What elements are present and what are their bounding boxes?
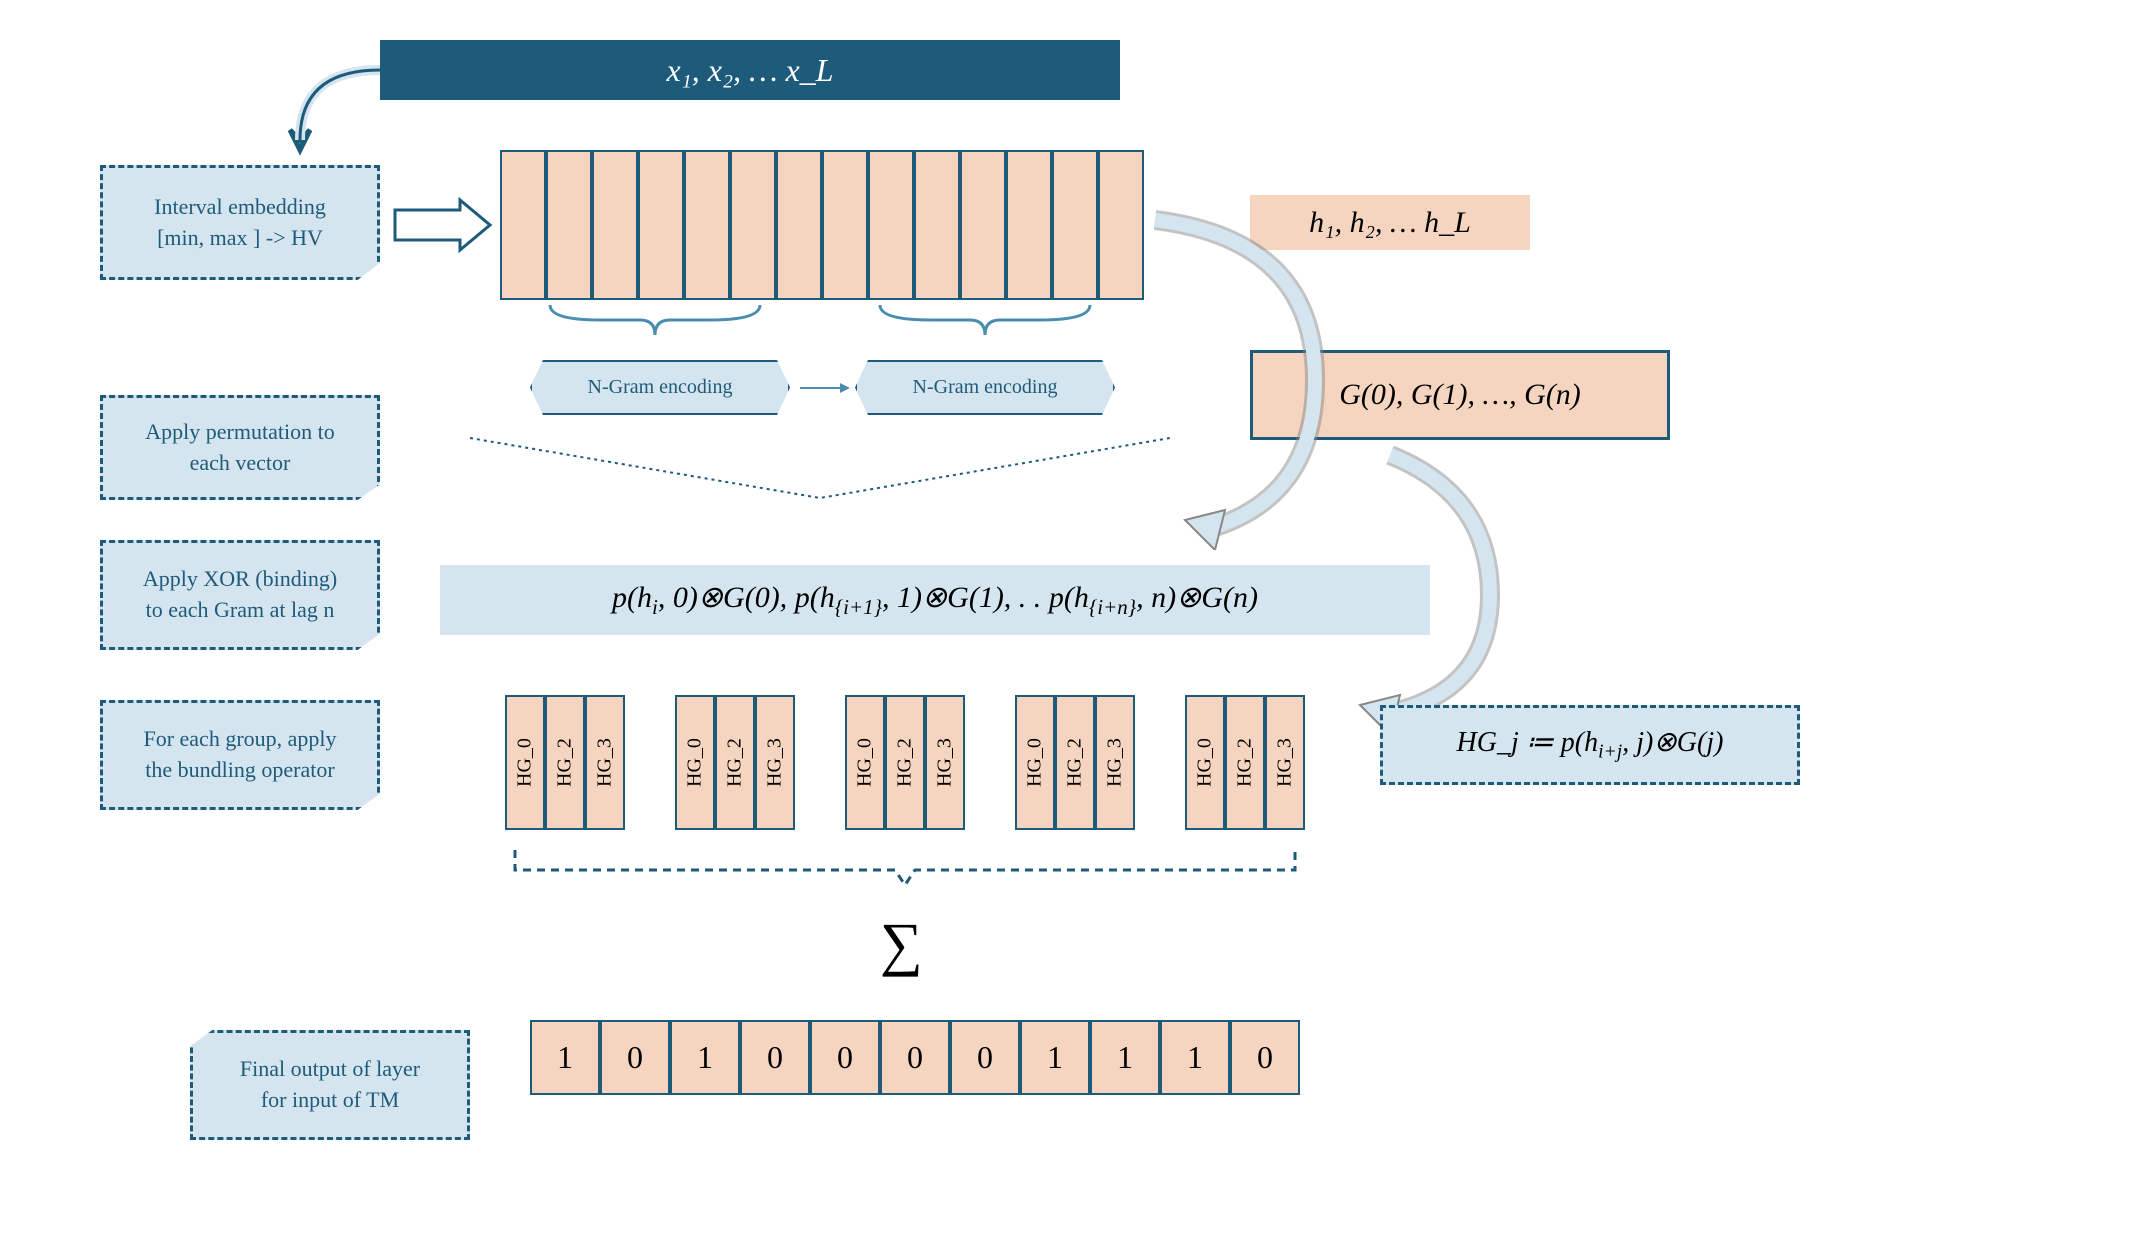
hg-group: HG_0HG_2HG_3 — [505, 695, 625, 830]
brace-left — [540, 300, 770, 340]
ngram-label-1: N-Gram encoding — [588, 376, 733, 399]
hv-cell — [592, 150, 638, 300]
hg-cell: HG_3 — [925, 695, 965, 830]
brace-right — [870, 300, 1100, 340]
g-sequence-label: G(0), G(1), …, G(n) — [1339, 378, 1581, 412]
hv-cell — [1052, 150, 1098, 300]
hv-cell — [822, 150, 868, 300]
hg-cell: HG_3 — [755, 695, 795, 830]
hv-cell — [546, 150, 592, 300]
hg-cell: HG_0 — [675, 695, 715, 830]
sigma-symbol: ∑ — [880, 910, 923, 979]
step-bundling: For each group, applythe bundling operat… — [100, 700, 380, 810]
arrow-top-to-embedding — [260, 60, 390, 160]
hg-group: HG_0HG_2HG_3 — [845, 695, 965, 830]
hg-cell: HG_2 — [545, 695, 585, 830]
ngram-label-2: N-Gram encoding — [913, 376, 1058, 399]
hg-group: HG_0HG_2HG_3 — [1185, 695, 1305, 830]
output-bit-cell: 0 — [950, 1020, 1020, 1095]
hg-cell: HG_2 — [1055, 695, 1095, 830]
hg-cell: HG_3 — [1095, 695, 1135, 830]
hv-cell — [868, 150, 914, 300]
output-bit-cell: 1 — [1160, 1020, 1230, 1095]
hg-cell: HG_2 — [885, 695, 925, 830]
step-bundling-label: For each group, applythe bundling operat… — [143, 724, 336, 786]
output-bit-cell: 1 — [530, 1020, 600, 1095]
hv-cell — [960, 150, 1006, 300]
hg-group: HG_0HG_2HG_3 — [1015, 695, 1135, 830]
step-interval-embedding: Interval embedding[min, max ] -> HV — [100, 165, 380, 280]
hg-group: HG_0HG_2HG_3 — [675, 695, 795, 830]
hg-bracket — [505, 845, 1305, 895]
binding-formula-text: p(hi, 0)⊗G(0), p(h{i+1}, 1)⊗G(1), . . p(… — [612, 580, 1258, 620]
hv-cell — [638, 150, 684, 300]
output-bit-cell: 1 — [1020, 1020, 1090, 1095]
hg-cell: HG_0 — [1185, 695, 1225, 830]
hv-vector-row — [500, 150, 1144, 300]
arrow-embedding-to-hv — [390, 195, 495, 255]
hg-cell: HG_2 — [715, 695, 755, 830]
output-bit-cell: 1 — [1090, 1020, 1160, 1095]
input-sequence-bar: x₁, x₂, … x_L — [380, 40, 1120, 100]
hg-cell: HG_3 — [1265, 695, 1305, 830]
hg-cell: HG_0 — [505, 695, 545, 830]
hv-cell — [914, 150, 960, 300]
input-sequence-label: x₁, x₂, … x_L — [666, 52, 833, 89]
output-bit-cell: 0 — [880, 1020, 950, 1095]
ngram-box-1: N-Gram encoding — [530, 360, 790, 415]
hg-cell: HG_0 — [1015, 695, 1055, 830]
output-bits-row: 10100001110 — [530, 1020, 1300, 1095]
hg-cell: HG_2 — [1225, 695, 1265, 830]
output-bit-cell: 0 — [600, 1020, 670, 1095]
step-permutation-label: Apply permutation toeach vector — [145, 417, 334, 479]
arrow-ngram-to-ngram — [795, 378, 855, 398]
output-bit-cell: 0 — [1230, 1020, 1300, 1095]
hv-cell — [684, 150, 730, 300]
hv-cell — [500, 150, 546, 300]
binding-formula-bar: p(hi, 0)⊗G(0), p(h{i+1}, 1)⊗G(1), . . p(… — [440, 565, 1430, 635]
hv-cell — [730, 150, 776, 300]
hg-definition-text: HG_j ≔ p(hi+j, j)⊗G(j) — [1457, 723, 1724, 766]
output-bit-cell: 1 — [670, 1020, 740, 1095]
step-permutation: Apply permutation toeach vector — [100, 395, 380, 500]
step-output-label: Final output of layerfor input of TM — [240, 1054, 420, 1116]
step-final-output: Final output of layerfor input of TM — [190, 1030, 470, 1140]
output-bit-cell: 0 — [740, 1020, 810, 1095]
ngram-box-2: N-Gram encoding — [855, 360, 1115, 415]
hv-cell — [1006, 150, 1052, 300]
hv-cell — [776, 150, 822, 300]
hg-cell: HG_0 — [845, 695, 885, 830]
output-bit-cell: 0 — [810, 1020, 880, 1095]
step-xor-label: Apply XOR (binding)to each Gram at lag n — [143, 564, 337, 626]
hg-cell: HG_3 — [585, 695, 625, 830]
step-xor-binding: Apply XOR (binding)to each Gram at lag n — [100, 540, 380, 650]
step-embedding-label: Interval embedding[min, max ] -> HV — [154, 192, 326, 254]
hg-definition-box: HG_j ≔ p(hi+j, j)⊗G(j) — [1380, 705, 1800, 785]
funnel-dotted — [460, 428, 1180, 508]
